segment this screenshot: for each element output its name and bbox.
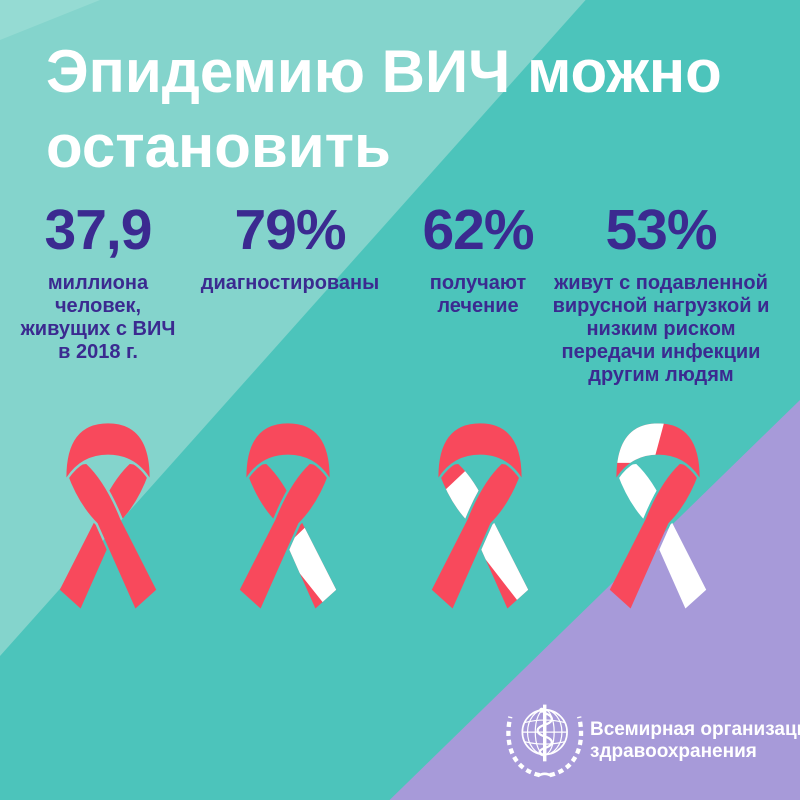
who-org-name: Всемирная организация здравоохранения xyxy=(590,719,800,763)
stat-value: 37,9 xyxy=(44,198,153,262)
stat-caption: получают лечение xyxy=(429,272,527,317)
awareness-ribbon-100-icon xyxy=(59,423,157,609)
stat-caption: живут с подавленной вирусной нагрузкой и… xyxy=(552,272,770,386)
stat-caption: диагностированы xyxy=(200,272,380,294)
awareness-ribbon-79-icon xyxy=(239,423,337,609)
who-logo: Всемирная организация здравоохранения xyxy=(500,698,800,784)
awareness-ribbon-62-icon xyxy=(431,423,529,609)
stat-value: 53% xyxy=(605,198,717,262)
who-org-name-line-1: Всемирная организация xyxy=(590,719,800,740)
stat-value: 79% xyxy=(234,198,346,262)
stat-caption: миллиона человек, живущих с ВИЧ в 2018 г… xyxy=(20,272,176,363)
stat-column-virally-suppressed: 53% живут с подавленной вирусной нагрузк… xyxy=(542,200,780,387)
stat-value: 62% xyxy=(422,198,534,262)
page-title-line-1: Эпидемию ВИЧ можно xyxy=(46,38,722,105)
who-emblem-icon xyxy=(506,704,584,778)
page-title: Эпидемию ВИЧ можно остановить xyxy=(46,34,766,184)
awareness-ribbon-53-icon xyxy=(609,423,707,609)
stat-column-diagnosed: 79% диагностированы xyxy=(195,200,385,295)
who-org-name-line-2: здравоохранения xyxy=(590,741,757,762)
stat-column-people-living-with-hiv: 37,9 миллиона человек, живущих с ВИЧ в 2… xyxy=(18,200,178,364)
stat-column-on-treatment: 62% получают лечение xyxy=(403,200,553,318)
page-title-line-2: остановить xyxy=(46,113,391,180)
